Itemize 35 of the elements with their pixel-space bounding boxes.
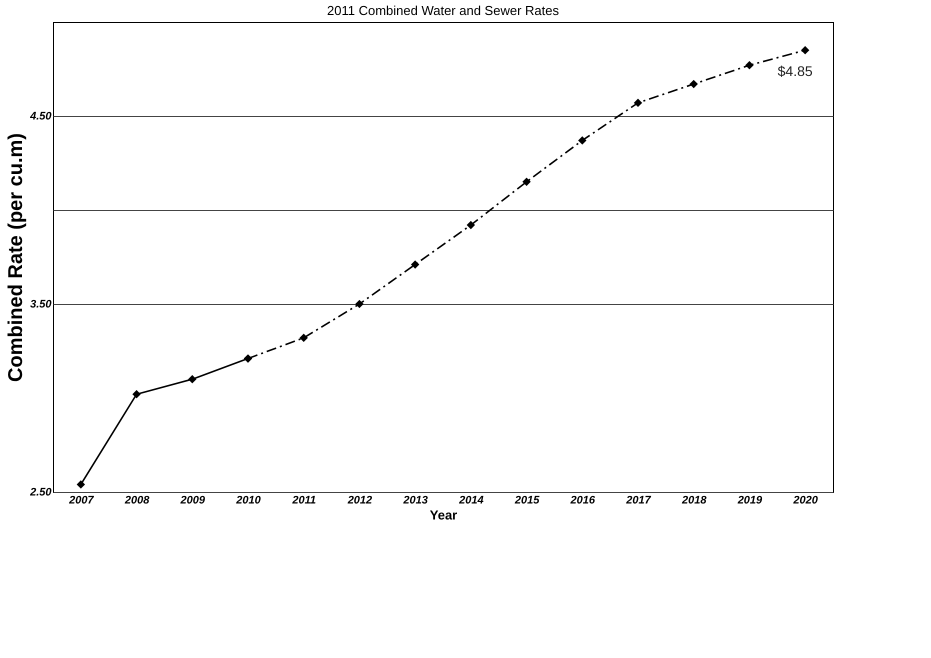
y-axis-title: Combined Rate (per cu.m) [5,133,28,382]
point [466,220,476,230]
x-tick-label: 2017 [625,494,652,506]
x-axis-title: Year [430,508,458,522]
x-tick-label: 2014 [458,494,484,506]
x-tick-label: 2018 [680,494,708,506]
point [132,390,141,398]
x-tick-label: 2015 [514,494,540,506]
y-tick-label: 2.50 [29,486,52,498]
x-tick-label: 2012 [346,494,372,506]
y-tick-label: 4.50 [29,110,52,122]
x-tick-label: 2009 [180,494,206,506]
x-tick-label: 2019 [736,494,764,506]
chart-title: 2011 Combined Water and Sewer Rates [327,3,560,18]
point [522,178,531,186]
point [76,480,86,489]
point [800,46,810,54]
annotation: $4.85 [778,63,813,80]
point [244,354,252,363]
x-tick-label: 2016 [570,494,596,506]
point [690,80,698,88]
point [300,334,308,342]
x-tick-label: 2011 [291,494,316,506]
point [410,260,420,269]
point [355,300,364,308]
x-tick-label: 2010 [235,494,262,506]
y-tick-label: 3.50 [30,298,52,310]
x-tick-label: 2013 [402,494,428,506]
x-tick-label: 2020 [792,494,819,506]
point [578,136,586,145]
x-tick-label: 2007 [68,494,94,506]
x-tick-label: 2008 [124,494,150,506]
point [745,61,754,70]
point [188,375,196,384]
point [634,98,642,108]
